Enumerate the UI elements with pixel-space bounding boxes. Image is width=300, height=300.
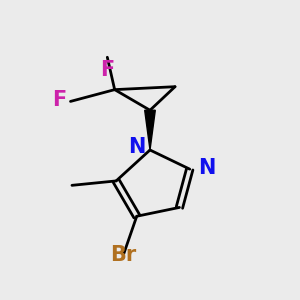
Text: F: F [52,90,66,110]
Polygon shape [145,110,155,150]
Text: Br: Br [110,244,136,265]
Text: F: F [100,60,114,80]
Text: N: N [199,158,216,178]
Text: N: N [128,137,146,157]
